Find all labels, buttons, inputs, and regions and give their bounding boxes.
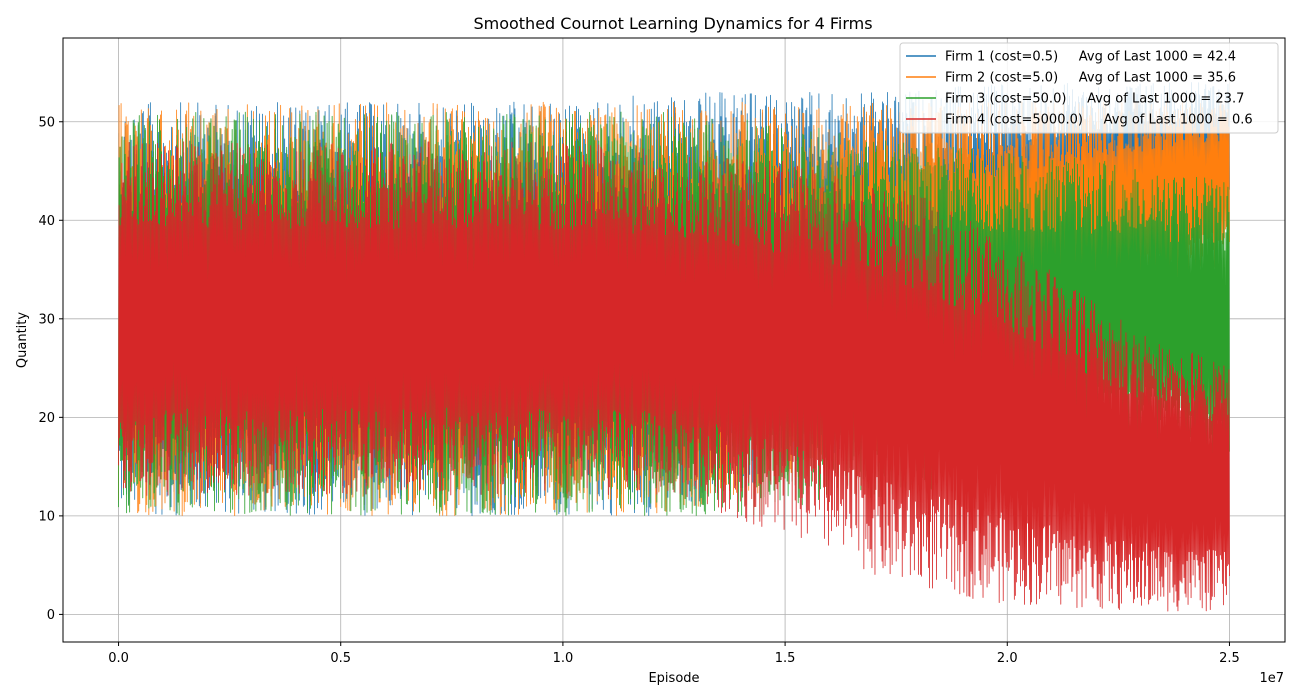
y-axis-label: Quantity bbox=[15, 312, 30, 368]
legend-label-firm-4: Firm 4 (cost=5000.0) Avg of Last 1000 = … bbox=[945, 113, 1253, 128]
x-tick-label: 1.5 bbox=[775, 651, 796, 666]
x-tick-label: 0.5 bbox=[330, 651, 351, 666]
legend-label-firm-3: Firm 3 (cost=50.0) Avg of Last 1000 = 23… bbox=[945, 92, 1244, 107]
y-tick-label: 50 bbox=[38, 115, 55, 130]
y-tick-label: 30 bbox=[38, 312, 55, 327]
x-axis-label: Episode bbox=[648, 671, 699, 686]
x-tick-label: 2.0 bbox=[997, 651, 1018, 666]
legend: Firm 1 (cost=0.5) Avg of Last 1000 = 42.… bbox=[899, 42, 1279, 134]
x-offset-label: 1e7 bbox=[1259, 671, 1284, 686]
y-axis: 0 10 20 30 40 50 bbox=[38, 115, 63, 623]
legend-label-firm-1: Firm 1 (cost=0.5) Avg of Last 1000 = 42.… bbox=[945, 50, 1236, 65]
legend-frame bbox=[899, 42, 1279, 134]
y-tick-label: 20 bbox=[38, 411, 55, 426]
x-axis: 0.0 0.5 1.0 1.5 2.0 2.5 bbox=[108, 642, 1240, 666]
x-tick-label: 0.0 bbox=[108, 651, 129, 666]
legend-label-firm-2: Firm 2 (cost=5.0) Avg of Last 1000 = 35.… bbox=[945, 71, 1236, 86]
x-tick-label: 2.5 bbox=[1219, 651, 1240, 666]
plot-frame bbox=[62, 37, 1286, 643]
series-layer bbox=[118, 82, 1230, 612]
series-line-firm-4 bbox=[118, 141, 1230, 612]
chart-title: Smoothed Cournot Learning Dynamics for 4… bbox=[473, 14, 872, 33]
y-tick-label: 0 bbox=[47, 608, 55, 623]
y-tick-label: 40 bbox=[38, 214, 55, 229]
x-tick-label: 1.0 bbox=[553, 651, 574, 666]
y-tick-label: 10 bbox=[38, 509, 55, 524]
